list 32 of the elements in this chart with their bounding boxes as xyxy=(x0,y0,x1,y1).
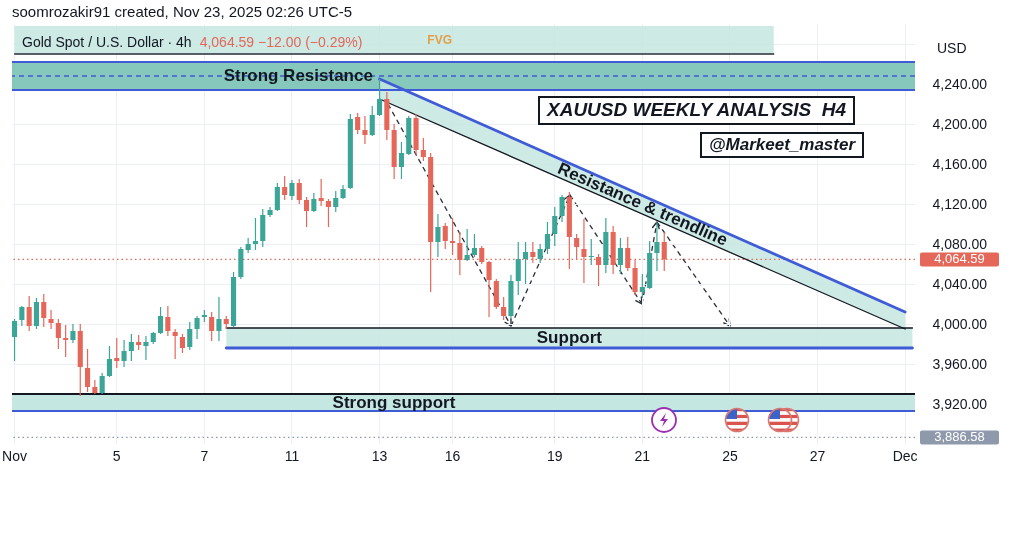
y-tick-label: 4,000.00 xyxy=(932,315,988,332)
x-tick-label: 21 xyxy=(634,447,651,464)
x-tick-label: 19 xyxy=(546,447,563,464)
series-label: FVG xyxy=(427,33,453,47)
annotation: @Markeet_master xyxy=(700,132,865,159)
y-tick-label: 4,080.00 xyxy=(932,235,988,252)
band-label: Strong Resistance xyxy=(223,66,373,85)
band-label: Strong support xyxy=(332,392,456,412)
y-tick-label: 4,040.00 xyxy=(932,275,988,292)
annotation: 4,064.59 −12.00 (−0.29%) xyxy=(199,34,363,51)
y-axis-title: USD xyxy=(937,40,967,56)
annotation: XAUUSD WEEKLY ANALYSIS H4 xyxy=(538,96,856,125)
x-tick-label: 16 xyxy=(444,447,461,464)
y-tick-label: 3,920.00 xyxy=(932,395,988,412)
x-tick-label: 5 xyxy=(112,447,121,464)
y-tick-label: 4,240.00 xyxy=(932,75,988,92)
x-tick-label: Dec xyxy=(892,447,918,464)
x-tick-label: 11 xyxy=(284,447,300,464)
x-tick-label: 25 xyxy=(722,447,738,464)
y-tick-label: 3,960.00 xyxy=(932,355,988,372)
text: Gold Spot / U.S. Dollar · 4h xyxy=(22,34,192,51)
y-tick-label: 4,160.00 xyxy=(932,155,988,172)
series-label: Support xyxy=(536,328,603,347)
x-tick-label: Nov xyxy=(2,447,28,464)
x-tick-label: 7 xyxy=(200,447,209,464)
x-tick-label: 27 xyxy=(809,447,826,464)
ref-line-label: 4,064.59 xyxy=(934,251,985,267)
x-tick-label: 13 xyxy=(371,447,388,464)
text: soomrozakir91 created, Nov 23, 2025 02:26 UTC-5 xyxy=(12,3,353,21)
y-tick-label: 4,120.00 xyxy=(932,195,988,212)
ref-line-label: 3,886.58 xyxy=(934,429,985,445)
y-tick-label: 4,200.00 xyxy=(932,115,988,132)
